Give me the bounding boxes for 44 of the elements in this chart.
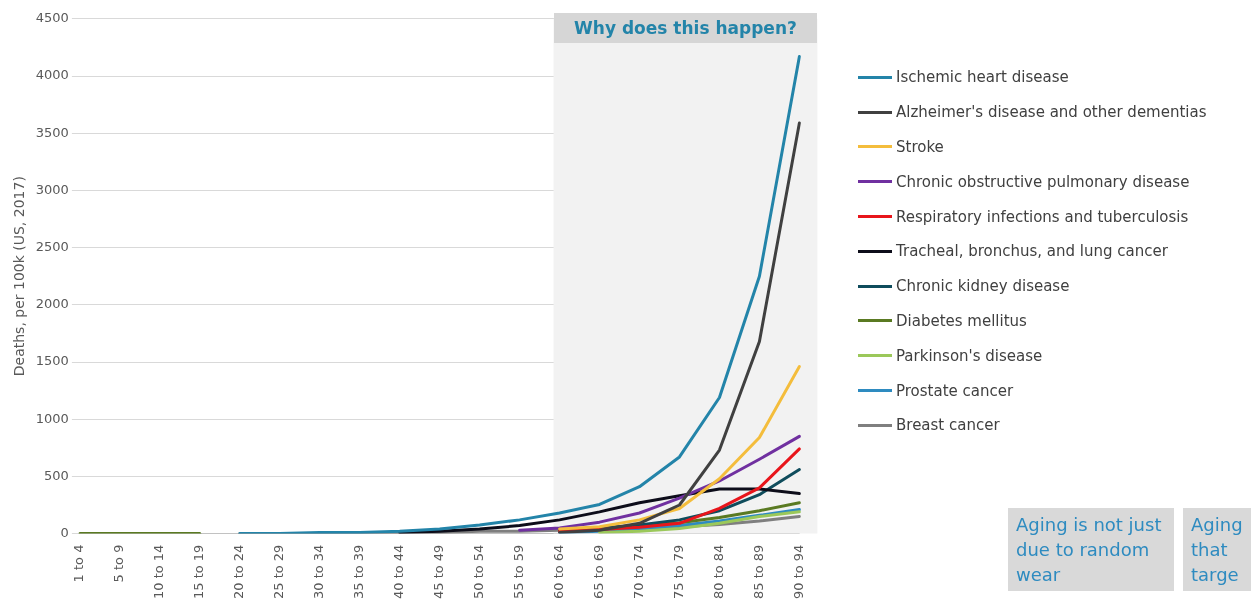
legend-label: Parkinson's disease [896, 346, 1043, 365]
x-tick-label: 55 to 59 [510, 544, 526, 600]
legend-label: Stroke [896, 137, 944, 156]
legend-label: Prostate cancer [896, 381, 1014, 400]
x-tick-label: 30 to 34 [311, 544, 327, 600]
x-tick-label: 80 to 84 [710, 544, 726, 600]
y-tick-label: 4000 [35, 67, 69, 83]
y-tick-label: 1000 [35, 410, 69, 426]
legend-label: Chronic obstructive pulmonary disease [896, 172, 1190, 191]
text: Aging that targe [1190, 513, 1244, 587]
y-tick-label: 0 [60, 524, 69, 540]
x-tick-label: 75 to 79 [670, 544, 686, 600]
x-tick-label: 70 to 74 [630, 544, 646, 600]
legend-label: Respiratory infections and tuberculosis [896, 207, 1189, 226]
y-tick-label: 4500 [35, 10, 69, 26]
legend-label: Tracheal, bronchus, and lung cancer [896, 242, 1168, 261]
y-tick-label: 3000 [35, 181, 69, 197]
x-tick-label: 45 to 49 [431, 544, 447, 600]
x-tick-label: 10 to 14 [151, 544, 167, 600]
x-tick-label: 90 to 94 [790, 544, 806, 600]
heading-box: Why does this happen? [553, 12, 818, 43]
y-tick-label: 3500 [35, 124, 69, 140]
x-tick-label: 1 to 4 [71, 544, 87, 583]
text: Aging is not just due to random wear [1008, 508, 1174, 591]
legend-label: Alzheimer's disease and other dementias [896, 103, 1207, 122]
y-tick-label: 2000 [35, 296, 69, 312]
x-tick-label: 15 to 19 [191, 544, 207, 600]
x-tick-label: 50 to 54 [470, 544, 486, 600]
x-tick-label: 40 to 44 [391, 544, 407, 600]
x-tick-label: 20 to 24 [231, 544, 247, 600]
x-tick-label: 25 to 29 [271, 544, 287, 600]
x-tick-label: 60 to 64 [550, 544, 566, 600]
legend-label: Breast cancer [896, 416, 1000, 435]
y-tick-label: 500 [44, 467, 69, 483]
y-tick-label: 2500 [35, 238, 69, 254]
x-tick-label: 85 to 89 [750, 544, 766, 600]
y-axis-title: Deaths, per 100k (US, 2017) [11, 176, 28, 377]
legend-label: Chronic kidney disease [896, 277, 1070, 296]
x-tick-label: 35 to 39 [351, 544, 367, 600]
legend-label: Ischemic heart disease [896, 68, 1069, 87]
y-tick-label: 1500 [35, 353, 69, 369]
x-tick-label: 5 to 9 [111, 544, 127, 583]
x-tick-label: 65 to 69 [590, 544, 606, 600]
legend-label: Diabetes mellitus [896, 311, 1027, 330]
